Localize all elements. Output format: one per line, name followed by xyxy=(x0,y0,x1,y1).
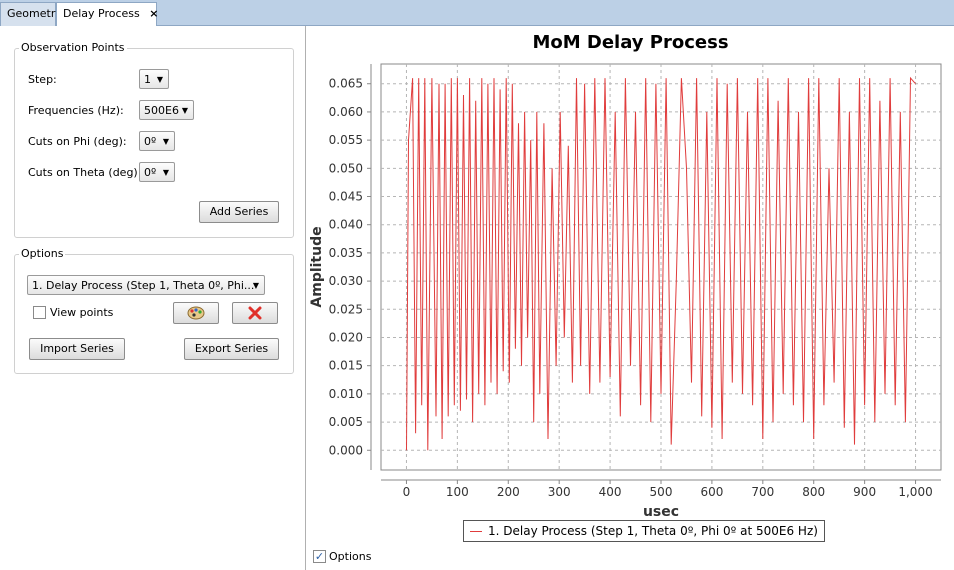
legend-line-swatch xyxy=(470,531,482,532)
tab-delay-process[interactable]: Delay Process × xyxy=(56,2,159,27)
x-tick-label: 400 xyxy=(599,485,622,499)
y-axis-title: Amplitude xyxy=(309,226,325,307)
phi-value: 0º xyxy=(144,135,157,148)
y-tick-label: 0.025 xyxy=(329,302,363,316)
frequencies-label: Frequencies (Hz): xyxy=(28,104,124,117)
x-tick-label: 300 xyxy=(548,485,571,499)
y-tick-label: 0.000 xyxy=(329,443,363,457)
chart-legend: 1. Delay Process (Step 1, Theta 0º, Phi … xyxy=(463,520,825,542)
options-checkbox[interactable]: ✓ xyxy=(313,550,326,563)
chevron-down-icon: ▼ xyxy=(252,281,259,290)
x-axis-title: usec xyxy=(643,504,679,520)
phi-label: Cuts on Phi (deg): xyxy=(28,135,127,148)
chevron-down-icon: ▼ xyxy=(181,106,188,115)
chevron-down-icon: ▼ xyxy=(162,137,169,146)
theta-value: 0º xyxy=(144,166,157,179)
y-tick-label: 0.055 xyxy=(329,133,363,147)
y-tick-label: 0.005 xyxy=(329,415,363,429)
y-tick-label: 0.035 xyxy=(329,246,363,260)
chart-title: MoM Delay Process xyxy=(532,32,729,53)
options-checkbox-label: Options xyxy=(329,550,372,563)
x-tick-label: 100 xyxy=(446,485,469,499)
chart-svg: 0 100 200 300 400 500 600 700 800 900 1,000 0.000 0.… xyxy=(309,63,942,520)
theta-select[interactable]: 0º ▼ xyxy=(139,162,175,182)
x-tick-label: 0 xyxy=(403,485,411,499)
series-line xyxy=(406,76,916,451)
series-select[interactable]: 1. Delay Process (Step 1, Theta 0º, Phi.… xyxy=(27,275,265,295)
y-tick-label: 0.040 xyxy=(329,218,363,232)
step-select[interactable]: 1 ▼ xyxy=(139,69,169,89)
close-icon[interactable]: × xyxy=(149,7,159,20)
x-tick-label: 700 xyxy=(751,485,774,499)
x-tick-label: 800 xyxy=(802,485,825,499)
y-tick-label: 0.010 xyxy=(329,387,363,401)
x-tick-label: 200 xyxy=(497,485,520,499)
palette-icon xyxy=(187,306,205,320)
palette-button[interactable] xyxy=(173,302,219,324)
y-tick-label: 0.020 xyxy=(329,330,363,344)
legend-series-label: 1. Delay Process (Step 1, Theta 0º, Phi … xyxy=(488,524,818,538)
tab-delay-process-label: Delay Process xyxy=(63,7,140,20)
add-series-button[interactable]: Add Series xyxy=(199,201,279,223)
view-points-checkbox[interactable] xyxy=(33,306,46,319)
y-tick-label: 0.030 xyxy=(329,274,363,288)
tab-bar: Geometry Delay Process × xyxy=(0,0,954,27)
y-tick-label: 0.045 xyxy=(329,190,363,204)
phi-select[interactable]: 0º ▼ xyxy=(139,131,175,151)
step-value: 1 xyxy=(144,73,151,86)
x-tick-label: 900 xyxy=(853,485,876,499)
frequencies-select[interactable]: 500E6 ▼ xyxy=(139,100,194,120)
options-group: Options 1. Delay Process (Step 1, Theta … xyxy=(14,247,294,374)
options-title: Options xyxy=(19,247,66,260)
import-series-button[interactable]: Import Series xyxy=(29,338,125,360)
chevron-down-icon: ▼ xyxy=(156,75,163,84)
tab-geometry[interactable]: Geometry xyxy=(0,2,62,26)
observation-points-title: Observation Points xyxy=(19,41,127,54)
chevron-down-icon: ▼ xyxy=(162,168,169,177)
x-tick-label: 600 xyxy=(700,485,723,499)
x-tick-label: 500 xyxy=(650,485,673,499)
chart-panel: MoM Delay Process 0 100 200 300 400 500 600 700… xyxy=(307,26,954,546)
delete-icon xyxy=(248,306,262,320)
frequencies-value: 500E6 xyxy=(144,104,179,117)
y-tick-label: 0.015 xyxy=(329,359,363,373)
y-tick-label: 0.060 xyxy=(329,105,363,119)
y-tick-label: 0.065 xyxy=(329,77,363,91)
theta-label: Cuts on Theta (deg): xyxy=(28,166,142,179)
tab-geometry-label: Geometry xyxy=(7,7,62,20)
observation-points-group: Observation Points Step: 1 ▼ Frequencies… xyxy=(14,41,294,238)
y-tick-label: 0.050 xyxy=(329,161,363,175)
view-points-label: View points xyxy=(50,306,114,319)
export-series-button[interactable]: Export Series xyxy=(184,338,279,360)
x-tick-label: 1,000 xyxy=(898,485,932,499)
step-label: Step: xyxy=(28,73,57,86)
series-select-value: 1. Delay Process (Step 1, Theta 0º, Phi.… xyxy=(32,279,255,292)
delete-series-button[interactable] xyxy=(232,302,278,324)
left-panel: Observation Points Step: 1 ▼ Frequencies… xyxy=(0,26,306,570)
